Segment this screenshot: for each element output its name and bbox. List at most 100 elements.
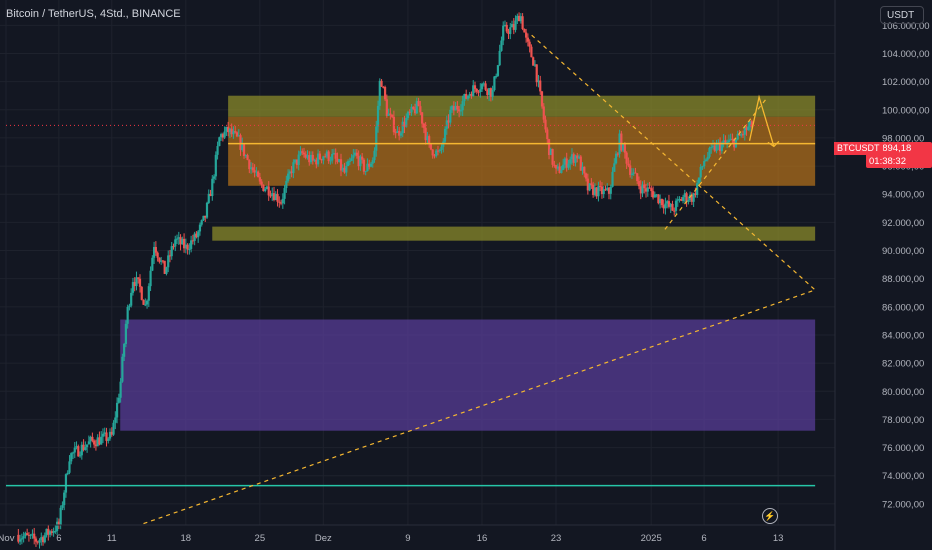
lightning-icon[interactable]: ⚡ bbox=[762, 508, 778, 524]
candle-body bbox=[368, 163, 371, 167]
candle-body bbox=[108, 431, 112, 439]
candle-body bbox=[435, 150, 438, 157]
candle-body bbox=[606, 187, 609, 190]
x-axis[interactable]: Nov 6 11 18 25 Dez 9 16 23 2025 6 13 bbox=[0, 524, 835, 544]
candle-body bbox=[304, 154, 307, 158]
candle-body bbox=[475, 88, 478, 92]
candle-body bbox=[413, 109, 417, 114]
candle-body bbox=[458, 109, 461, 112]
candle-body bbox=[713, 145, 716, 151]
candle-body bbox=[40, 537, 43, 541]
candle-body bbox=[673, 210, 676, 212]
candle-body bbox=[577, 156, 581, 159]
candle-body bbox=[643, 184, 646, 189]
y-tick-label: 72.000,00 bbox=[882, 499, 924, 510]
candle-body bbox=[82, 444, 85, 450]
candle-body bbox=[343, 167, 346, 173]
candle-body bbox=[551, 148, 554, 165]
candle-body bbox=[137, 277, 140, 279]
candle-body bbox=[480, 83, 484, 90]
candle-body bbox=[588, 183, 591, 191]
candle-body bbox=[26, 533, 29, 536]
candle-body bbox=[204, 215, 207, 218]
candle-body bbox=[391, 114, 394, 117]
y-tick-label: 78.000,00 bbox=[882, 415, 924, 426]
candle-body bbox=[415, 101, 418, 114]
candle-body bbox=[644, 188, 648, 192]
candle-body bbox=[105, 432, 108, 441]
candle-body bbox=[651, 191, 655, 198]
candle-body bbox=[509, 27, 512, 34]
candle-body bbox=[276, 193, 279, 202]
candle-body bbox=[207, 193, 210, 203]
candle-body bbox=[634, 172, 637, 174]
candle-body bbox=[694, 193, 697, 195]
candle-body bbox=[459, 110, 462, 112]
zone-demand bbox=[120, 319, 816, 431]
candle-body bbox=[655, 194, 658, 196]
candle-body bbox=[701, 166, 704, 168]
candle-body bbox=[101, 433, 105, 437]
currency-button[interactable]: USDT bbox=[880, 6, 924, 24]
candle-body bbox=[87, 441, 90, 445]
candle-body bbox=[288, 171, 291, 174]
candle-body bbox=[443, 128, 447, 142]
candle-body bbox=[657, 194, 660, 204]
candle-body bbox=[452, 106, 455, 111]
candle-body bbox=[523, 29, 526, 33]
candle-body bbox=[389, 113, 392, 115]
candle-body bbox=[301, 151, 304, 153]
y-axis[interactable]: 72.000,00 74.000,00 76.000,00 78.000,00 80.0… bbox=[834, 0, 930, 550]
candle-body bbox=[385, 99, 388, 116]
candle-body bbox=[239, 135, 242, 150]
candle-body bbox=[683, 193, 686, 198]
candle-body bbox=[553, 164, 556, 166]
candle-body bbox=[325, 151, 328, 157]
candle-body bbox=[403, 121, 406, 127]
candle-body bbox=[614, 153, 618, 164]
candle-body bbox=[646, 187, 649, 192]
candle-body bbox=[595, 187, 598, 197]
candle-body bbox=[182, 238, 186, 249]
candle-body bbox=[375, 126, 378, 151]
candle-body bbox=[253, 170, 256, 173]
candle-body bbox=[738, 134, 741, 136]
candle-body bbox=[549, 148, 552, 156]
candle-body bbox=[567, 163, 570, 168]
candle-body bbox=[168, 255, 172, 257]
candle-body bbox=[175, 238, 179, 240]
candle-body bbox=[299, 151, 302, 155]
candle-body bbox=[408, 111, 411, 113]
candle-body bbox=[255, 171, 258, 173]
candle-body bbox=[547, 139, 551, 156]
candle-body bbox=[227, 126, 230, 133]
candle-body bbox=[20, 538, 23, 540]
candle-body bbox=[535, 64, 538, 83]
candle-body bbox=[697, 177, 701, 184]
candle-body bbox=[373, 150, 376, 161]
candle-body bbox=[154, 246, 157, 253]
candle-body bbox=[17, 534, 20, 542]
candle-body bbox=[378, 80, 381, 106]
candle-body bbox=[348, 160, 351, 162]
candle-body bbox=[528, 41, 531, 47]
candle-body bbox=[602, 189, 605, 195]
candle-body bbox=[133, 282, 136, 287]
candle-body bbox=[264, 189, 267, 192]
candle-body bbox=[609, 186, 612, 194]
candle-body bbox=[64, 474, 68, 493]
candle-body bbox=[600, 186, 604, 195]
candle-body bbox=[406, 111, 410, 119]
candle-body bbox=[41, 537, 45, 543]
candle-body bbox=[731, 138, 734, 140]
x-tick-label: Dez bbox=[315, 533, 332, 544]
candle-body bbox=[274, 193, 277, 201]
candle-body bbox=[285, 180, 288, 189]
x-tick-label: 2025 bbox=[641, 533, 662, 544]
candle-body bbox=[611, 171, 614, 187]
candle-body bbox=[648, 187, 651, 189]
candle-body bbox=[103, 432, 106, 434]
candle-body bbox=[447, 120, 450, 123]
candle-body bbox=[708, 147, 711, 157]
